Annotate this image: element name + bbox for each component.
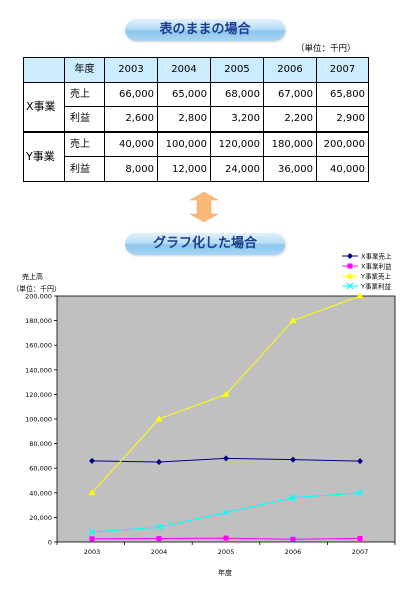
legend-label: X事業利益 (361, 262, 392, 271)
table-row: X事業 売上 66,000 65,000 68,000 67,000 65,80… (23, 81, 369, 133)
table-cell: 180,000 (263, 130, 317, 158)
data-point (89, 536, 95, 542)
data-point (222, 390, 230, 397)
table-header-cell: 2003 (104, 57, 158, 83)
business-name-cell: X事業 (23, 81, 65, 133)
table-header-cell: 2007 (316, 57, 369, 83)
x-axis-title: 年度 (218, 568, 232, 577)
y-axis-unit: （単位：千円） (12, 284, 61, 293)
data-point (223, 535, 229, 541)
y-tick-label: 120,000 (25, 391, 52, 399)
legend-label: Y事業売上 (360, 272, 391, 281)
legend-marker (346, 272, 354, 279)
x-tick-label: 2003 (84, 548, 101, 556)
table-header-cell: 2006 (263, 57, 317, 83)
data-point (156, 459, 162, 466)
table-header-row: 年度 2003 2004 2005 2006 2007 (23, 57, 369, 83)
table-cell: 120,000 (210, 130, 264, 158)
data-point (155, 523, 163, 531)
y-axis-title: 売上高 (22, 272, 43, 281)
table-cell: 100,000 (157, 130, 211, 158)
data-point (357, 535, 363, 541)
x-tick-label: 2007 (352, 548, 369, 556)
double-arrow-icon (189, 192, 219, 222)
legend-marker (347, 263, 353, 269)
table-row: 利益 8,000 12,000 24,000 36,000 40,000 (24, 156, 369, 182)
data-point (88, 489, 96, 496)
table-cell: 36,000 (263, 156, 317, 182)
table-unit-label: （単位：千円） (296, 44, 356, 54)
data-point (89, 457, 95, 464)
data-point (290, 536, 296, 542)
legend-label: Y事業利益 (360, 282, 391, 291)
table-header-cell: 2005 (210, 57, 264, 83)
data-point (356, 292, 364, 299)
y-tick-label: 140,000 (25, 366, 52, 374)
legend-label: X事業売上 (361, 252, 392, 261)
y-tick-label: 100,000 (25, 416, 52, 424)
data-point (155, 415, 163, 422)
table-header-cell: 2004 (157, 57, 211, 83)
table-corner-cell (23, 57, 65, 83)
y-tick-label: 180,000 (25, 317, 52, 325)
section-title-chart: グラフ化した場合 (125, 233, 285, 255)
x-tick-label: 2005 (218, 548, 235, 556)
table-cell: 65,800 (316, 81, 369, 108)
metric-label-cell: 売上 (64, 81, 105, 108)
y-tick-label: 0 (48, 539, 52, 547)
x-tick-label: 2004 (151, 548, 168, 556)
y-tick-label: 40,000 (29, 489, 52, 497)
table-cell: 2,200 (263, 106, 317, 133)
table-row: 利益 2,600 2,800 3,200 2,200 2,900 (24, 106, 369, 133)
data-point (357, 458, 363, 465)
metric-label-cell: 売上 (64, 130, 105, 158)
y-tick-label: 20,000 (29, 514, 52, 522)
table-cell: 200,000 (316, 130, 369, 158)
data-point (289, 494, 297, 502)
data-point (289, 317, 297, 324)
table-cell: 67,000 (263, 81, 317, 108)
y-tick-label: 60,000 (29, 465, 52, 473)
data-point (223, 455, 229, 462)
table-header-cell: 年度 (64, 57, 105, 83)
table-cell: 40,000 (104, 130, 158, 158)
data-point (156, 536, 162, 542)
plot-area (56, 295, 396, 543)
y-tick-label: 80,000 (29, 440, 52, 448)
legend-marker (346, 282, 354, 290)
data-table: 年度 2003 2004 2005 2006 2007 X事業 売上 66,00… (23, 57, 369, 182)
table-cell: 2,800 (157, 106, 211, 133)
metric-label-cell: 利益 (64, 156, 105, 182)
data-point (88, 528, 96, 536)
data-point (356, 489, 364, 497)
y-tick-label: 200,000 (25, 293, 52, 301)
table-cell: 40,000 (316, 156, 369, 182)
data-point (290, 456, 296, 463)
table-cell: 12,000 (157, 156, 211, 182)
y-tick-label: 160,000 (25, 342, 52, 350)
table-cell: 24,000 (210, 156, 264, 182)
x-tick-label: 2006 (285, 548, 302, 556)
data-point (222, 509, 230, 516)
legend-marker (347, 253, 353, 259)
section-title-table: 表のままの場合 (125, 19, 285, 41)
table-cell: 8,000 (104, 156, 158, 182)
table-cell: 3,200 (210, 106, 264, 133)
